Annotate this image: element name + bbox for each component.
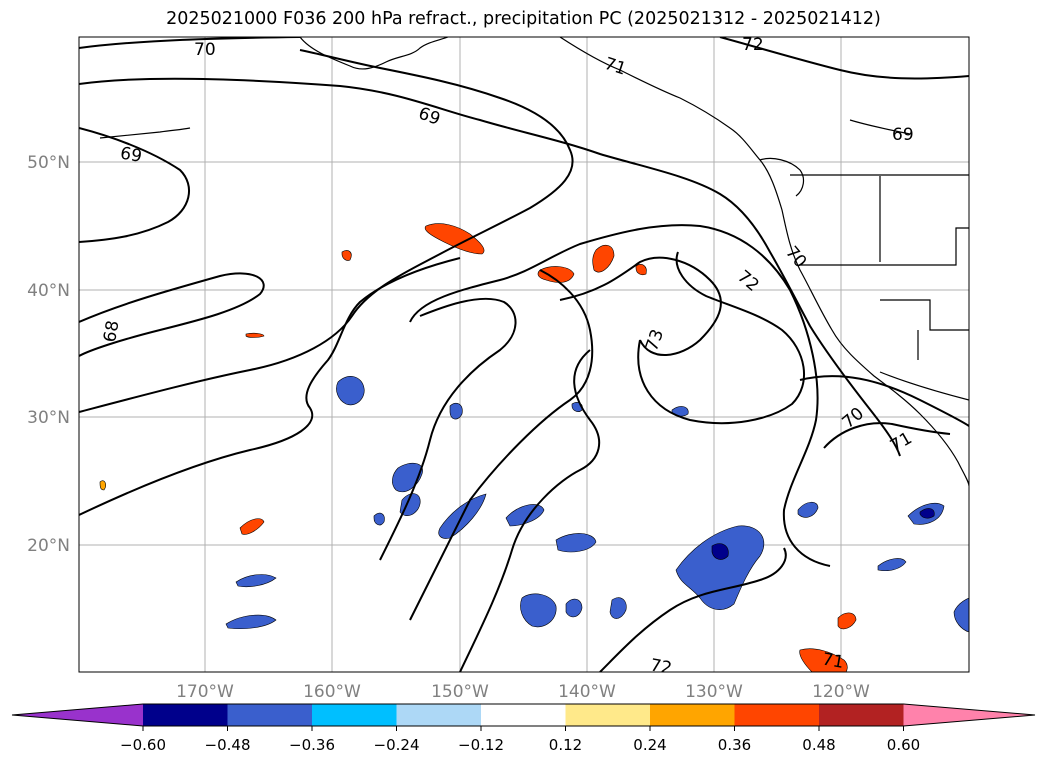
contour-label: 69 xyxy=(892,125,914,145)
colorbar-tick-label: 0.36 xyxy=(718,736,751,754)
map-frame xyxy=(78,36,970,673)
colorbar-segment xyxy=(227,704,313,726)
precip-positive-areas xyxy=(99,223,857,672)
colorbar-extend-max xyxy=(903,704,1035,726)
lon-label: 140°W xyxy=(558,682,616,702)
graticule xyxy=(79,37,969,672)
lon-label: 170°W xyxy=(176,682,234,702)
colorbar-segment xyxy=(650,704,735,726)
colorbar-tick-label: 0.12 xyxy=(549,736,582,754)
lon-label: 130°W xyxy=(685,682,743,702)
colorbar-extend-min xyxy=(12,704,143,726)
colorbar-segment xyxy=(312,704,397,726)
colorbar-segment xyxy=(396,704,482,726)
contour-label: 71 xyxy=(821,649,846,672)
lon-label: 120°W xyxy=(812,682,870,702)
colorbar-segment xyxy=(565,704,651,726)
colorbar-tick-label: 0.48 xyxy=(802,736,835,754)
colorbar-segment xyxy=(143,704,228,726)
lat-label: 50°N xyxy=(27,153,70,173)
colorbar-tick-label: 0.60 xyxy=(887,736,920,754)
contour-label: 70 xyxy=(194,40,216,60)
map-title: 2025021000 F036 200 hPa refract., precip… xyxy=(166,9,881,29)
colorbar-tick-label: −0.24 xyxy=(374,736,420,754)
contour-label: 72 xyxy=(742,35,764,55)
colorbar-segment xyxy=(819,704,904,726)
longitude-labels: 170°W 160°W 150°W 140°W 130°W 120°W xyxy=(176,682,870,702)
coastlines xyxy=(99,37,969,487)
colorbar-tick-label: −0.60 xyxy=(120,736,166,754)
colorbar-tick-label: −0.36 xyxy=(289,736,335,754)
lat-label: 30°N xyxy=(27,408,70,428)
map-area xyxy=(79,37,969,672)
colorbar-tick-label: 0.24 xyxy=(633,736,666,754)
colorbar-segment xyxy=(481,704,566,726)
contour-label: 69 xyxy=(119,143,144,166)
lat-label: 20°N xyxy=(27,536,70,556)
colorbar-tick-label: −0.48 xyxy=(205,736,251,754)
colorbar: −0.60 −0.48 −0.36 −0.24 −0.12 0.12 0.24 0.36 0.4… xyxy=(11,703,1036,754)
lat-label: 40°N xyxy=(27,281,70,301)
contour-label: 72 xyxy=(649,655,674,678)
latitude-labels: 50°N 40°N 30°N 20°N xyxy=(27,153,70,556)
colorbar-segment xyxy=(734,704,820,726)
colorbar-tick-label: −0.12 xyxy=(458,736,504,754)
refractivity-contours xyxy=(79,37,969,672)
lon-label: 160°W xyxy=(303,682,361,702)
contour-label: 68 xyxy=(100,319,123,344)
lon-label: 150°W xyxy=(431,682,489,702)
